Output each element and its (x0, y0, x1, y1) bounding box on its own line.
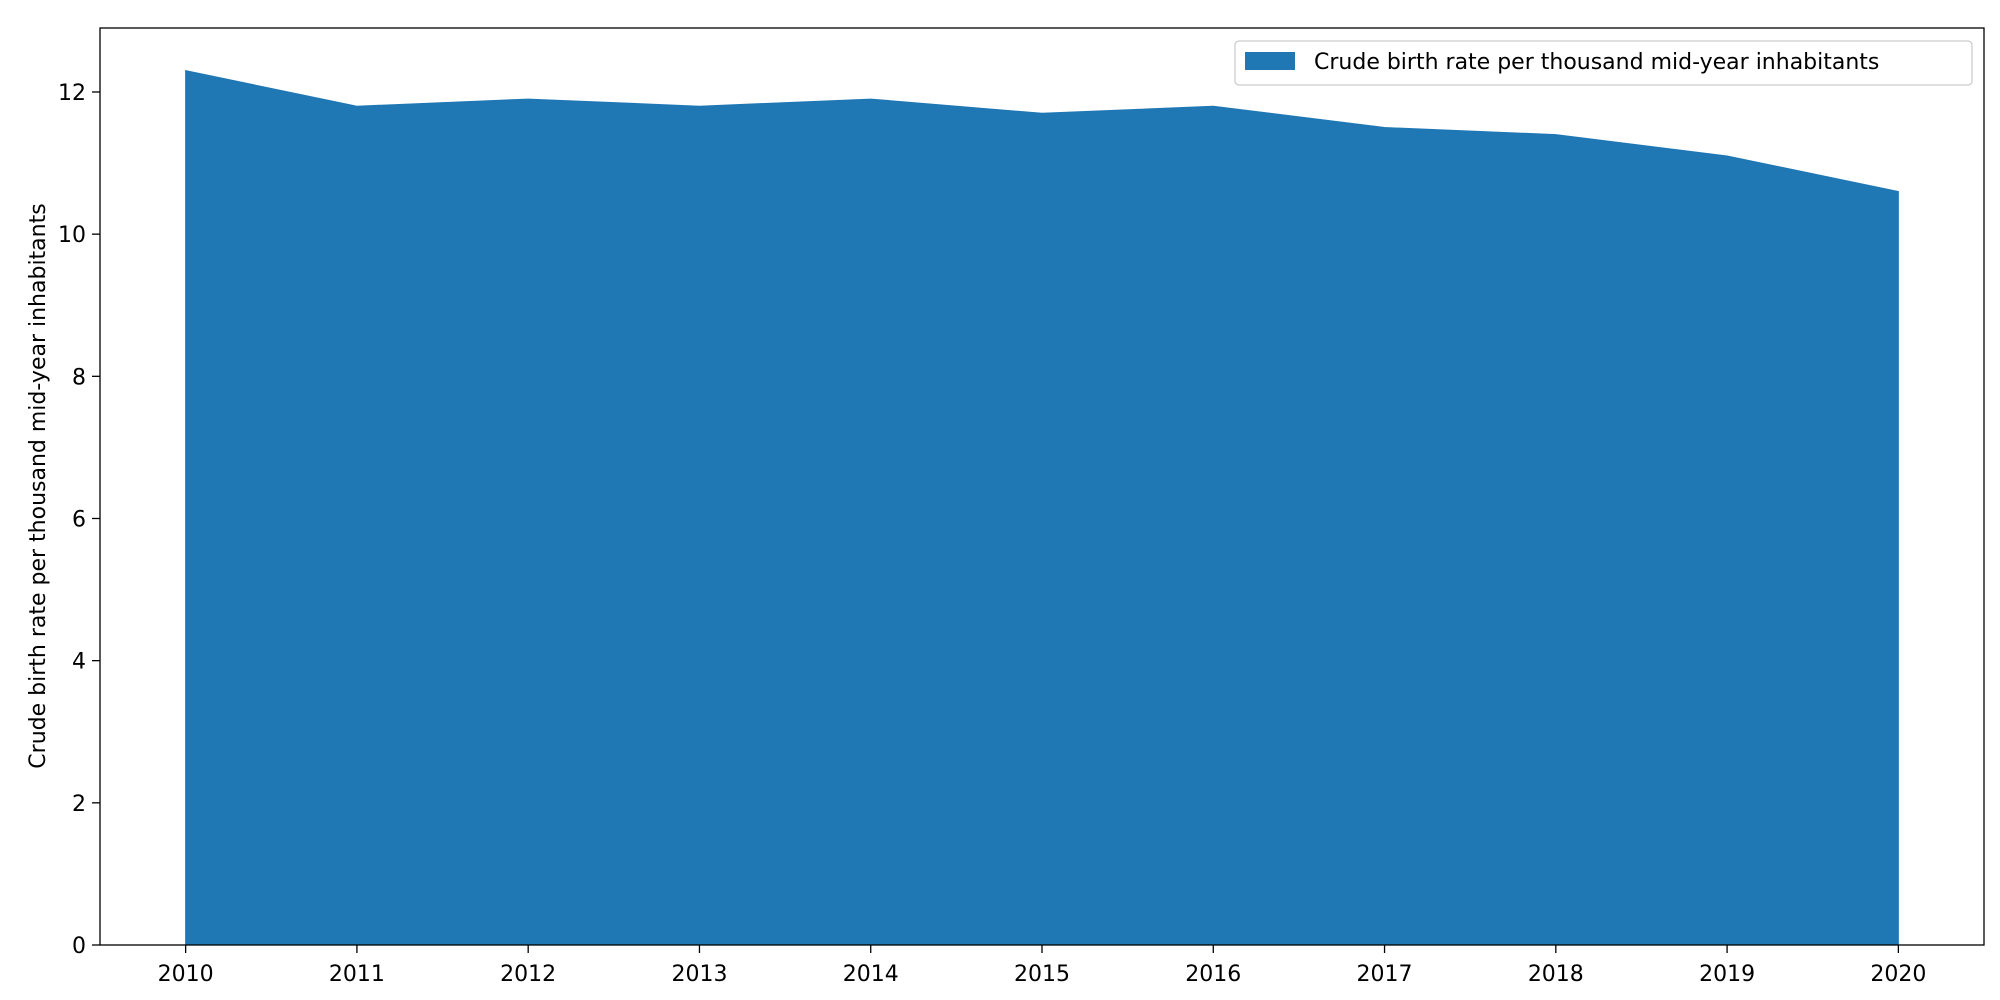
x-tick-label: 2016 (1185, 962, 1241, 987)
x-tick-label: 2019 (1699, 962, 1755, 987)
x-tick-label: 2014 (843, 962, 899, 987)
area-layer (185, 70, 1899, 946)
legend-label: Crude birth rate per thousand mid-year i… (1314, 50, 1879, 75)
x-tick-label: 2013 (671, 962, 727, 987)
area-series-0 (185, 70, 1899, 946)
y-tick-label: 6 (72, 507, 86, 532)
y-tick-label: 4 (72, 650, 86, 675)
legend-frame (1234, 40, 1973, 86)
y-tick-label: 0 (72, 934, 86, 959)
x-tick-label: 2012 (500, 962, 556, 987)
x-tick-label: 2010 (158, 962, 214, 987)
legend-swatch (1245, 52, 1295, 70)
x-tick-label: 2020 (1870, 962, 1926, 987)
y-tick-label: 2 (72, 792, 86, 817)
legend: Crude birth rate per thousand mid-year i… (1234, 40, 1973, 86)
y-axis-label: Crude birth rate per thousand mid-year i… (26, 203, 51, 768)
x-tick-label: 2011 (329, 962, 385, 987)
x-tick-label: 2017 (1357, 962, 1413, 987)
y-axis: 0 2 4 6 8 10 12 (58, 81, 100, 959)
y-tick-label: 12 (58, 81, 86, 106)
x-axis: 2010 2011 2012 2013 2014 2015 2016 2017 2018 2019… (158, 945, 1926, 987)
x-tick-label: 2018 (1528, 962, 1584, 987)
x-tick-label: 2015 (1014, 962, 1070, 987)
y-tick-label: 8 (72, 365, 86, 390)
y-tick-label: 10 (58, 223, 86, 248)
